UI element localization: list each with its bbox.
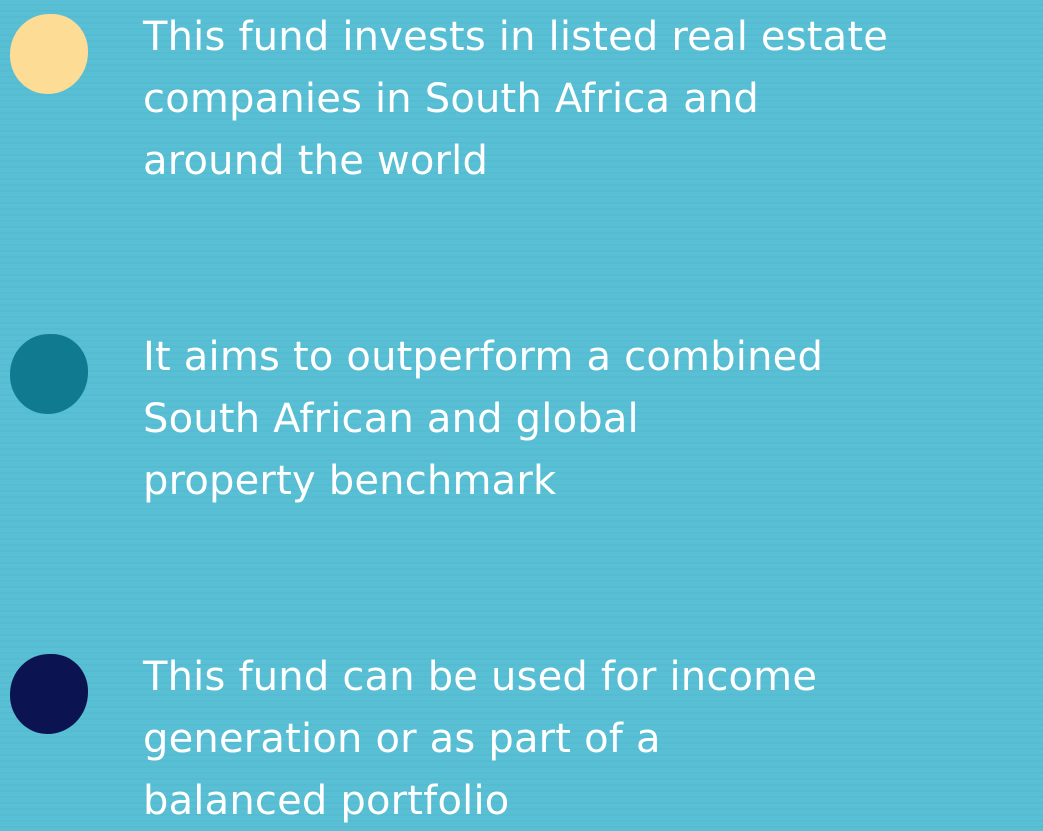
text-line: companies in South Africa and <box>143 76 759 122</box>
bullet-text: This fund can be used for income generati… <box>143 646 1038 831</box>
bullet-item: This fund can be used for income generati… <box>0 646 1043 831</box>
text-line: around the world <box>143 138 489 184</box>
text-line: generation or as part of a <box>143 716 661 762</box>
bullet-text: This fund invests in listed real estate c… <box>143 6 1038 192</box>
bullet-item: It aims to outperform a combined South Af… <box>0 326 1043 526</box>
text-line: This fund invests in listed real estate <box>143 14 889 60</box>
text-line: balanced portfolio <box>143 778 510 824</box>
bullet-text: It aims to outperform a combined South Af… <box>143 326 1038 512</box>
bullet-dot <box>10 654 88 734</box>
text-line: This fund can be used for income <box>143 654 818 700</box>
text-line: It aims to outperform a combined <box>143 334 824 380</box>
text-line: property benchmark <box>143 458 557 504</box>
bullet-item: This fund invests in listed real estate c… <box>0 6 1043 206</box>
bullet-dot <box>10 334 88 414</box>
bullet-dot <box>10 14 88 94</box>
text-line: South African and global <box>143 396 639 442</box>
